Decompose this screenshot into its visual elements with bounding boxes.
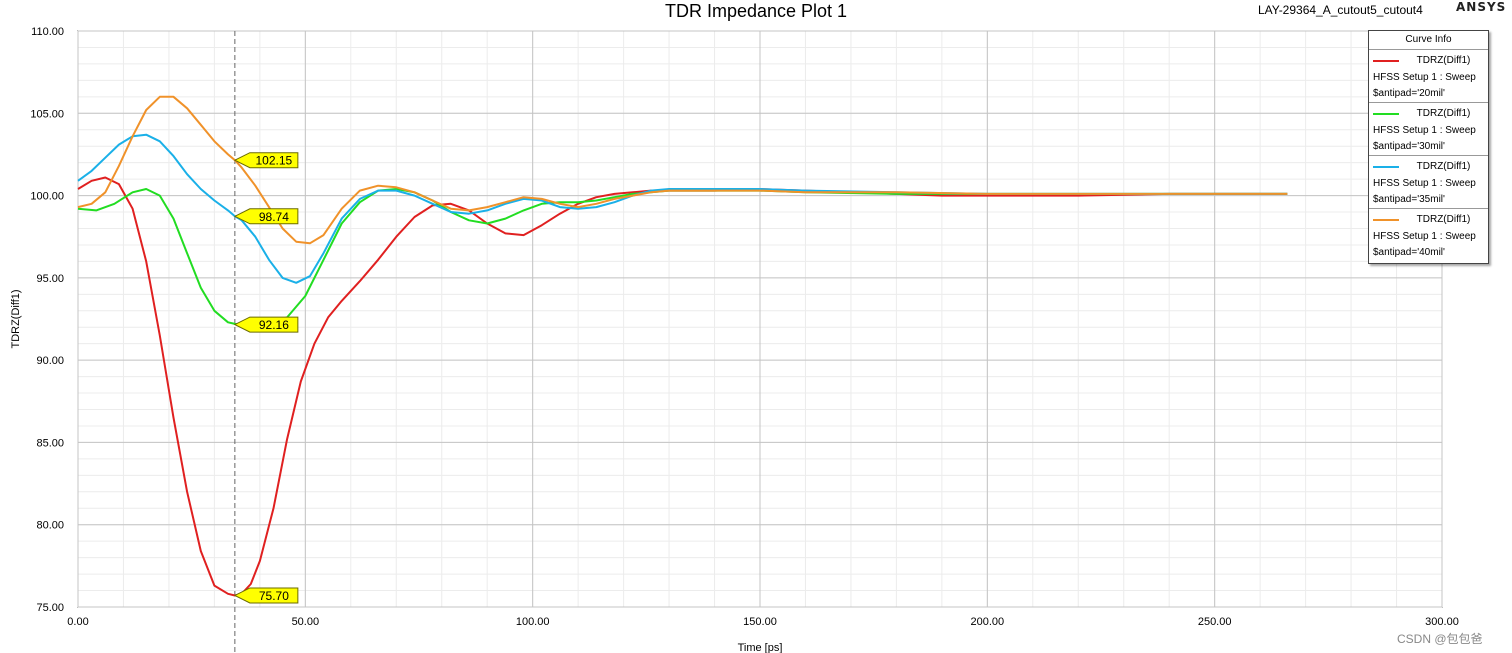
y-tick-label: 80.00	[36, 520, 64, 532]
chart-title: TDR Impedance Plot 1	[664, 1, 848, 21]
curve-info-legend[interactable]: Curve Info TDRZ(Diff1) HFSS Setup 1 : Sw…	[1368, 30, 1489, 264]
marker-flag	[233, 152, 299, 169]
legend-entry-30mil[interactable]: TDRZ(Diff1) HFSS Setup 1 : Sweep $antipa…	[1369, 103, 1488, 156]
legend-trace: TDRZ(Diff1)	[1416, 214, 1471, 225]
marker-flag	[233, 208, 299, 225]
y-axis-label: TDRZ(Diff1)	[10, 289, 22, 348]
marker-value: 98.74	[259, 210, 289, 224]
design-name: LAY-29364_A_cutout5_cutout4	[1258, 3, 1423, 17]
grid-major	[77, 30, 1443, 608]
x-tick-label: 150.00	[743, 616, 777, 628]
legend-swatch	[1373, 166, 1399, 168]
marker-flag	[233, 316, 299, 333]
x-tick-label: 300.00	[1425, 616, 1459, 628]
y-tick-label: 90.00	[36, 355, 64, 367]
y-tick-label: 100.00	[30, 191, 64, 203]
legend-swatch	[1373, 113, 1399, 115]
legend-entry-40mil[interactable]: TDRZ(Diff1) HFSS Setup 1 : Sweep $antipa…	[1369, 209, 1488, 262]
legend-title: Curve Info	[1369, 31, 1488, 50]
legend-entry-20mil[interactable]: TDRZ(Diff1) HFSS Setup 1 : Sweep $antipa…	[1369, 50, 1488, 103]
legend-trace: TDRZ(Diff1)	[1416, 108, 1471, 119]
legend-variation: $antipad='20mil'	[1373, 88, 1445, 99]
marker-value: 75.70	[259, 589, 289, 603]
legend-entry-35mil[interactable]: TDRZ(Diff1) HFSS Setup 1 : Sweep $antipa…	[1369, 156, 1488, 209]
x-tick-label: 100.00	[516, 616, 550, 628]
legend-variation: $antipad='30mil'	[1373, 141, 1445, 152]
x-tick-label: 250.00	[1198, 616, 1232, 628]
x-tick-label: 0.00	[67, 616, 88, 628]
legend-variation: $antipad='40mil'	[1373, 247, 1445, 258]
legend-variation: $antipad='35mil'	[1373, 194, 1445, 205]
marker-labels: 102.15 98.74 92.16 75.70	[233, 152, 299, 604]
legend-swatch	[1373, 60, 1399, 62]
y-tick-label: 95.00	[36, 273, 64, 285]
legend-setup: HFSS Setup 1 : Sweep	[1373, 178, 1476, 189]
legend-setup: HFSS Setup 1 : Sweep	[1373, 72, 1476, 83]
series-group	[77, 95, 1288, 597]
series-line-3	[77, 95, 1288, 245]
legend-swatch	[1373, 219, 1399, 221]
x-axis-ticks: 0.00 50.00 100.00 150.00 200.00 250.00 300.00	[67, 616, 1459, 628]
watermark: CSDN @包包爸	[1397, 632, 1483, 646]
y-tick-label: 75.00	[36, 602, 64, 614]
x-axis-label: Time [ps]	[738, 642, 783, 653]
marker-value: 92.16	[259, 318, 289, 332]
brand-logo: ANSYS	[1456, 0, 1507, 14]
x-tick-label: 50.00	[292, 616, 320, 628]
legend-trace: TDRZ(Diff1)	[1416, 55, 1471, 66]
marker-flag	[233, 587, 299, 604]
marker-value: 102.15	[256, 154, 293, 168]
x-tick-label: 200.00	[971, 616, 1005, 628]
series-line-2	[77, 133, 1288, 284]
y-tick-label: 85.00	[36, 437, 64, 449]
y-tick-label: 105.00	[30, 108, 64, 120]
legend-setup: HFSS Setup 1 : Sweep	[1373, 231, 1476, 242]
legend-setup: HFSS Setup 1 : Sweep	[1373, 125, 1476, 136]
y-axis-ticks: 75.00 80.00 85.00 90.00 95.00 100.00 105.00 110…	[30, 26, 64, 614]
y-tick-label: 110.00	[31, 26, 64, 38]
legend-trace: TDRZ(Diff1)	[1416, 161, 1471, 172]
